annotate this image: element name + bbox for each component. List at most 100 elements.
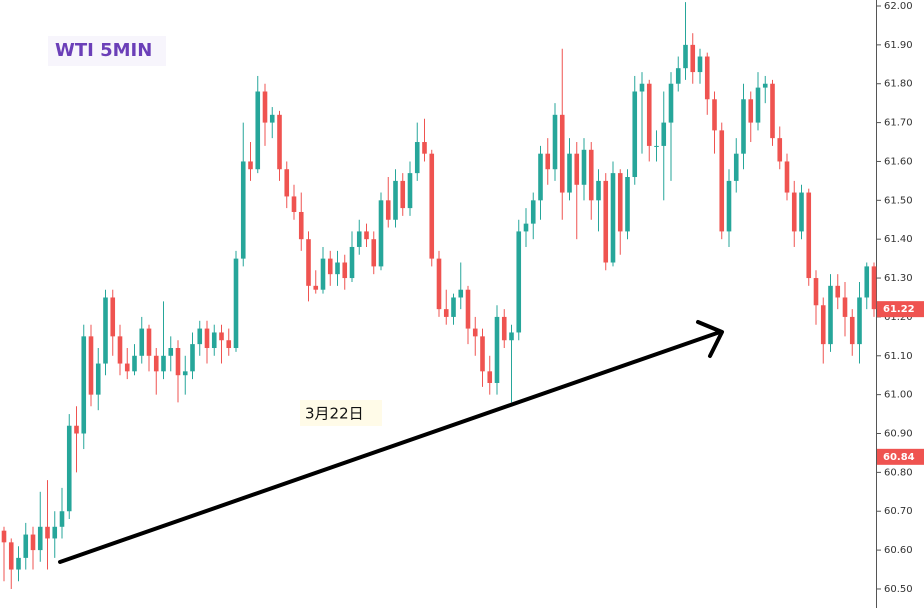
candle-body: [516, 231, 522, 333]
candle-body: [422, 142, 427, 154]
candle-body: [639, 83, 645, 92]
candle-body: [371, 239, 377, 267]
candle-body: [204, 328, 210, 349]
candle-body: [16, 557, 21, 570]
candle-body: [393, 180, 398, 220]
y-tick-label: 61.40: [884, 234, 913, 245]
arrow-head: [696, 320, 724, 358]
y-tick-label: 61.70: [884, 118, 913, 129]
candle-body: [712, 99, 717, 131]
candle-body: [820, 305, 826, 345]
price-marker: [877, 301, 924, 318]
candle-body: [197, 328, 203, 345]
candle-body: [704, 56, 710, 100]
chart-title: WTI 5MIN: [55, 40, 152, 61]
candle-body: [567, 153, 572, 193]
candle-body: [400, 180, 406, 209]
candle-body: [480, 336, 485, 372]
candle-body: [161, 355, 166, 372]
candle-body: [690, 44, 696, 73]
candle-body: [407, 173, 413, 209]
candle-body: [806, 192, 812, 279]
candle-body: [436, 258, 442, 310]
candle-body: [103, 297, 108, 364]
candle-body: [59, 511, 65, 527]
candle-body: [538, 153, 543, 201]
annotation-background: [300, 400, 382, 426]
candle-body: [429, 153, 435, 259]
candle-body: [472, 328, 478, 337]
candle-body: [581, 149, 587, 185]
candle-body: [414, 142, 420, 174]
candle-body: [617, 173, 623, 232]
candle-body: [139, 328, 145, 356]
candle-body: [501, 316, 507, 341]
candle-body: [552, 114, 558, 170]
y-tick-label: 60.50: [884, 584, 913, 595]
candle-body: [545, 153, 551, 170]
candle-body: [842, 297, 848, 317]
candle-body: [1, 530, 7, 543]
candle-body: [494, 316, 500, 383]
candle-body: [835, 285, 841, 298]
candle-body: [828, 285, 833, 345]
candle-body: [719, 130, 725, 232]
candle-body: [697, 56, 703, 73]
candle-body: [30, 534, 36, 551]
candle-body: [748, 99, 754, 123]
candle-body: [559, 114, 565, 193]
candle-body: [168, 348, 174, 356]
y-tick-label: 61.50: [884, 195, 913, 206]
candle-body: [23, 534, 29, 558]
candle-body: [849, 316, 855, 345]
candle-body: [327, 258, 333, 275]
arrow-line: [58, 330, 722, 564]
candle-body: [219, 332, 224, 341]
candle-body: [378, 200, 384, 267]
candle-body: [784, 161, 790, 193]
candle-body: [770, 83, 775, 139]
y-tick-label: 60.60: [884, 545, 913, 556]
candle-body: [342, 262, 348, 279]
candle-body: [52, 526, 58, 539]
candles: [1, 2, 877, 589]
candle-body: [799, 192, 804, 232]
candle-body: [74, 425, 79, 434]
candle-body: [668, 83, 674, 123]
candle-body: [777, 138, 783, 162]
candle-body: [255, 91, 261, 170]
candle-body: [190, 344, 195, 372]
candle-body: [864, 266, 870, 298]
candle-body: [8, 542, 14, 570]
candle-body: [117, 336, 123, 364]
y-tick-label: 61.30: [884, 273, 913, 284]
candle-body: [487, 371, 493, 383]
y-tick-label: 61.80: [884, 79, 913, 90]
y-tick-label: 62.00: [884, 1, 913, 12]
candle-body: [385, 200, 391, 220]
candle-body: [248, 161, 253, 170]
y-tick-label: 61.00: [884, 390, 913, 401]
candle-body: [124, 363, 130, 372]
price-axis: 60.50 60.60 60.70 60.80 60.90 61.00 61.10 61.20…: [876, 1, 924, 595]
arrow: [58, 320, 724, 564]
candle-body: [588, 149, 594, 201]
candle-body: [451, 297, 456, 317]
price-marker-label: 60.84: [883, 452, 915, 463]
candle-body: [153, 355, 159, 372]
candle-body: [146, 328, 152, 356]
candle-body: [625, 177, 630, 232]
candle-body: [857, 297, 862, 345]
candle-body: [284, 169, 290, 197]
candle-body: [182, 371, 188, 376]
candle-body: [88, 336, 94, 395]
candle-body: [523, 223, 529, 232]
candle-body: [458, 289, 464, 298]
candle-body: [37, 526, 43, 551]
candle-body: [240, 161, 246, 259]
candle-body: [262, 91, 268, 123]
candle-body: [509, 332, 514, 341]
candle-body: [110, 297, 116, 337]
candle-body: [443, 309, 449, 317]
annotation: 3月22日: [305, 405, 364, 423]
